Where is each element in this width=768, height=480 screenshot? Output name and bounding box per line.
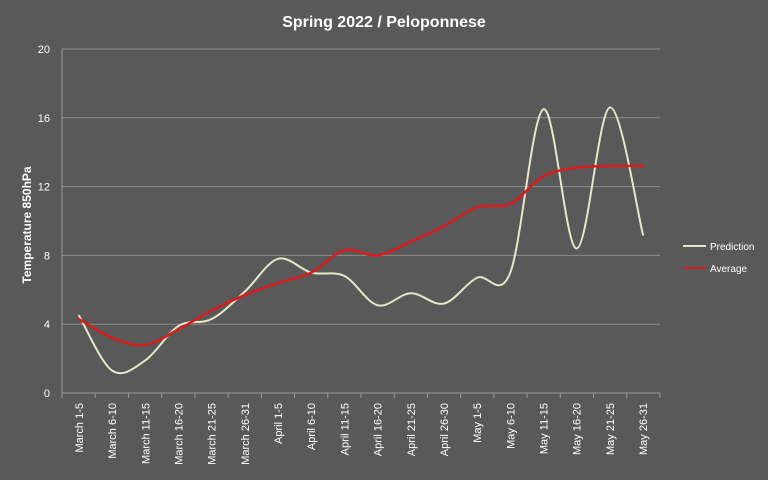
x-tick-label: May 6-10 <box>505 403 517 449</box>
y-tick-label: 16 <box>38 113 50 125</box>
legend: Prediction Average <box>683 242 754 275</box>
legend-label-prediction: Prediction <box>710 242 754 253</box>
x-tick-label: March 21-25 <box>207 403 219 465</box>
x-tick-label: April 1-5 <box>273 403 285 444</box>
series-line-average <box>77 164 645 347</box>
series-line-prediction <box>78 106 644 375</box>
x-tick-label: March 1-5 <box>74 403 86 453</box>
x-tick-label: May 26-31 <box>638 403 650 455</box>
x-tick-label: March 11-15 <box>140 403 152 464</box>
x-tick-label: March 16-20 <box>174 403 186 465</box>
y-axis-label: Temperature 850hPa <box>20 166 34 283</box>
x-tick-label: April 11-15 <box>339 403 351 455</box>
x-tick-labels: March 1-5 March 6-10 March 11-15 March 16-2… <box>74 403 650 465</box>
y-tick-label: 8 <box>44 250 50 262</box>
x-tick-label: April 21-25 <box>406 403 418 456</box>
y-tick-label: 20 <box>38 44 50 56</box>
legend-label-average: Average <box>710 264 748 275</box>
x-tick-label: May 16-20 <box>572 403 584 455</box>
x-tick-label: May 11-15 <box>538 403 550 454</box>
chart-title: Spring 2022 / Peloponnese <box>282 14 486 31</box>
y-tick-label: 4 <box>44 319 50 331</box>
x-tick-label: March 26-31 <box>240 403 252 465</box>
x-tick-label: May 21-25 <box>605 403 617 455</box>
x-tick-label: April 6-10 <box>306 403 318 450</box>
x-tick-label: April 26-30 <box>439 403 451 456</box>
y-tick-label: 12 <box>38 182 50 194</box>
x-tick-label: May 1-5 <box>472 403 484 443</box>
gridlines <box>62 48 660 325</box>
series-lines <box>77 106 645 375</box>
x-tick-label: March 6-10 <box>107 403 119 459</box>
y-tick-label: 0 <box>44 388 50 400</box>
y-tick-labels: 0 4 8 12 16 20 <box>38 44 50 400</box>
axes <box>61 49 661 398</box>
x-tick-label: April 16-20 <box>373 403 385 456</box>
